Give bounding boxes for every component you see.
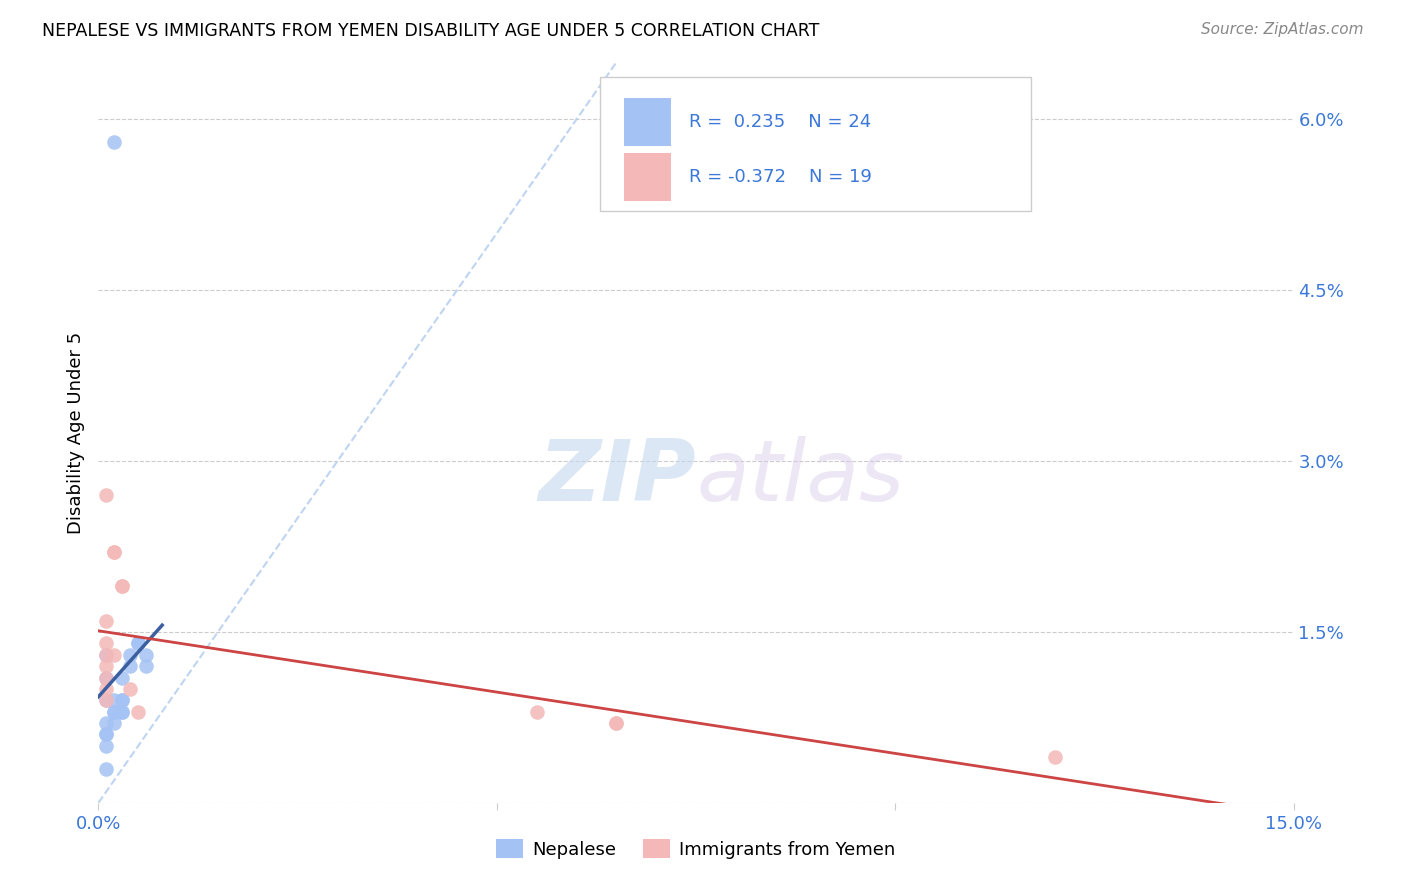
Point bbox=[96, 671, 118, 685]
Point bbox=[96, 681, 118, 696]
Point bbox=[111, 693, 134, 707]
Point bbox=[120, 659, 142, 673]
Text: NEPALESE VS IMMIGRANTS FROM YEMEN DISABILITY AGE UNDER 5 CORRELATION CHART: NEPALESE VS IMMIGRANTS FROM YEMEN DISABI… bbox=[42, 22, 820, 40]
Point bbox=[96, 488, 118, 502]
Point bbox=[111, 693, 134, 707]
FancyBboxPatch shape bbox=[624, 153, 671, 202]
FancyBboxPatch shape bbox=[624, 97, 671, 145]
Text: R =  0.235    N = 24: R = 0.235 N = 24 bbox=[689, 112, 872, 130]
Point bbox=[526, 705, 548, 719]
Point bbox=[605, 716, 627, 731]
Point bbox=[103, 545, 125, 559]
Point bbox=[96, 727, 118, 741]
Y-axis label: Disability Age Under 5: Disability Age Under 5 bbox=[66, 332, 84, 533]
Point bbox=[605, 716, 627, 731]
Point bbox=[103, 705, 125, 719]
Point bbox=[103, 545, 125, 559]
Point bbox=[111, 705, 134, 719]
Point bbox=[103, 705, 125, 719]
Point bbox=[96, 762, 118, 776]
Point bbox=[96, 614, 118, 628]
Point bbox=[96, 693, 118, 707]
Point bbox=[96, 648, 118, 662]
Point bbox=[111, 579, 134, 593]
Text: atlas: atlas bbox=[696, 435, 904, 518]
Text: Source: ZipAtlas.com: Source: ZipAtlas.com bbox=[1201, 22, 1364, 37]
Point bbox=[111, 705, 134, 719]
Text: ZIP: ZIP bbox=[538, 435, 696, 518]
Point bbox=[135, 648, 157, 662]
Point bbox=[96, 727, 118, 741]
Point bbox=[103, 716, 125, 731]
Point bbox=[111, 579, 134, 593]
Point bbox=[96, 671, 118, 685]
Point bbox=[120, 681, 142, 696]
Legend: Nepalese, Immigrants from Yemen: Nepalese, Immigrants from Yemen bbox=[486, 830, 905, 868]
Point bbox=[111, 671, 134, 685]
Point bbox=[127, 705, 149, 719]
Point bbox=[103, 693, 125, 707]
Point bbox=[96, 716, 118, 731]
Point bbox=[103, 135, 125, 149]
Point bbox=[127, 636, 149, 650]
FancyBboxPatch shape bbox=[600, 78, 1031, 211]
Point bbox=[103, 648, 125, 662]
Point bbox=[96, 648, 118, 662]
Point bbox=[96, 693, 118, 707]
Point bbox=[1043, 750, 1066, 764]
Point bbox=[96, 739, 118, 753]
Point bbox=[135, 659, 157, 673]
Point bbox=[96, 636, 118, 650]
Point bbox=[96, 659, 118, 673]
Point bbox=[120, 648, 142, 662]
Point bbox=[127, 636, 149, 650]
Text: R = -0.372    N = 19: R = -0.372 N = 19 bbox=[689, 169, 872, 186]
